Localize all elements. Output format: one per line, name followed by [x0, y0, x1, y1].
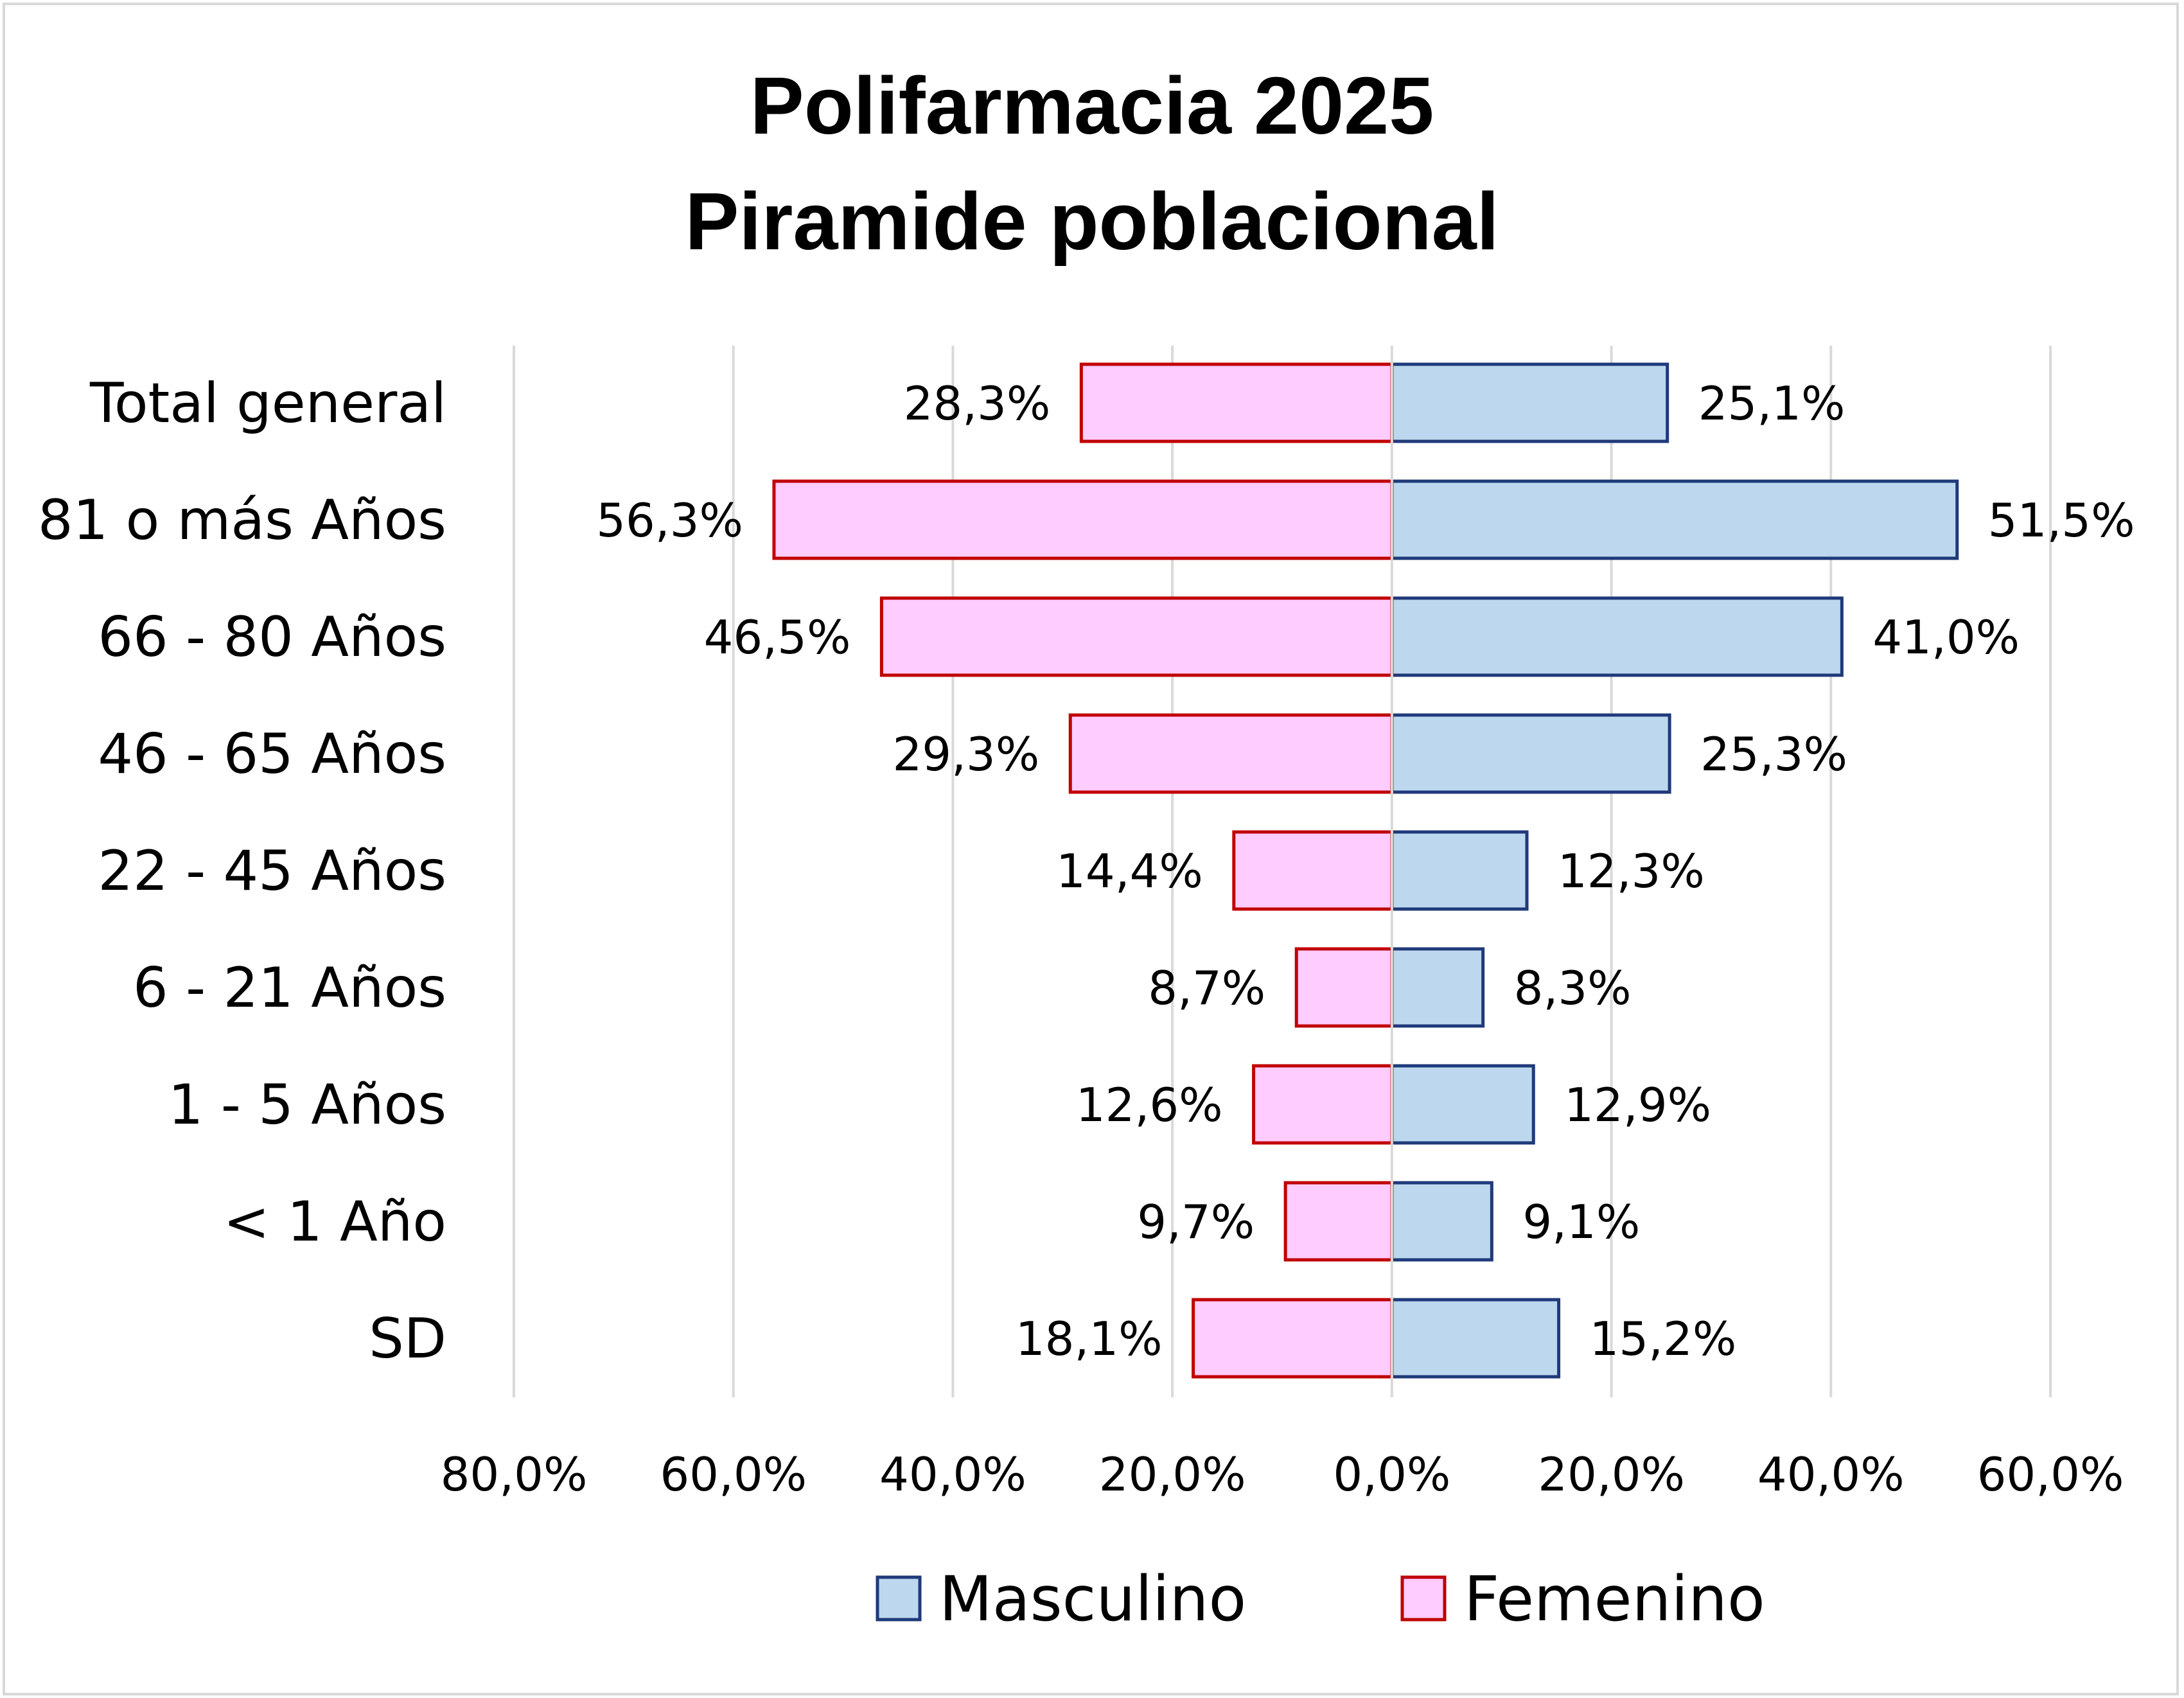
x-axis-tick-labels: 80,0% 60,0% 40,0% 20,0% 0,0% 20,0% 40,0% 60,0% — [441, 1447, 2124, 1501]
data-label-masculino-7: 9,1% — [1522, 1195, 1640, 1249]
chart-title: Polifarmacia 2025 Piramide poblacional — [685, 60, 1499, 267]
data-label-masculino-5: 8,3% — [1514, 961, 1632, 1015]
category-label-6: 1 - 5 Años — [168, 1073, 446, 1137]
bar-masculino-7 — [1390, 1181, 1493, 1262]
data-label-femenino-2: 46,5% — [704, 610, 851, 664]
x-tick-label-1: 60,0% — [660, 1447, 807, 1501]
data-label-femenino-0: 28,3% — [904, 376, 1051, 430]
bar-masculino-4 — [1390, 830, 1529, 911]
bar-femenino-5 — [1294, 947, 1394, 1028]
x-tick-label-4: 0,0% — [1333, 1447, 1450, 1501]
bar-femenino-3 — [1068, 713, 1394, 794]
category-label-1: 81 o más Años — [38, 488, 446, 553]
bar-femenino-8 — [1192, 1298, 1394, 1379]
bar-femenino-0 — [1079, 362, 1394, 443]
category-label-8: SD — [369, 1307, 446, 1371]
bar-femenino-1 — [772, 479, 1394, 560]
bar-masculino-5 — [1390, 947, 1485, 1028]
bars — [772, 362, 1959, 1379]
legend-swatch-masculino — [876, 1575, 922, 1622]
data-label-femenino-4: 14,4% — [1056, 844, 1203, 898]
data-label-masculino-6: 12,9% — [1564, 1078, 1711, 1132]
bar-masculino-6 — [1390, 1064, 1535, 1145]
bar-femenino-6 — [1252, 1064, 1394, 1145]
x-tick-label-3: 20,0% — [1099, 1447, 1246, 1501]
category-labels: Total general 81 o más Años 66 - 80 Años 46… — [38, 371, 446, 1371]
x-tick-label-0: 80,0% — [441, 1447, 588, 1501]
bar-femenino-2 — [879, 596, 1394, 677]
bar-masculino-1 — [1390, 479, 1959, 560]
data-label-masculino-2: 41,0% — [1872, 610, 2020, 664]
bar-masculino-2 — [1390, 596, 1844, 677]
legend-label-masculino: Masculino — [939, 1563, 1246, 1635]
x-tick-label-5: 20,0% — [1538, 1447, 1685, 1501]
bar-femenino-4 — [1232, 830, 1394, 911]
data-label-masculino-4: 12,3% — [1558, 844, 1705, 898]
category-label-3: 46 - 65 Años — [98, 722, 446, 786]
bar-masculino-8 — [1390, 1298, 1561, 1379]
bar-masculino-3 — [1390, 713, 1671, 794]
data-label-femenino-7: 9,7% — [1137, 1195, 1255, 1249]
category-label-5: 6 - 21 Años — [133, 956, 446, 1020]
category-label-0: Total general — [89, 371, 446, 436]
legend-swatch-femenino — [1400, 1575, 1447, 1622]
bar-masculino-0 — [1390, 362, 1669, 443]
bar-femenino-7 — [1283, 1181, 1394, 1262]
chart-title-line-2: Piramide poblacional — [685, 176, 1499, 267]
data-label-femenino-8: 18,1% — [1016, 1312, 1163, 1366]
data-label-femenino-5: 8,7% — [1148, 961, 1265, 1015]
category-label-2: 66 - 80 Años — [98, 605, 446, 669]
legend-label-femenino: Femenino — [1464, 1563, 1765, 1635]
legend: Masculino Femenino — [876, 1563, 1765, 1635]
category-label-4: 22 - 45 Años — [98, 839, 446, 903]
data-label-masculino-0: 25,1% — [1698, 376, 1845, 430]
chart-frame — [3, 3, 2179, 1695]
data-labels: 25,1% 51,5% 41,0% 25,3% 12,3% 8,3% 12,9% 9,1% 15… — [596, 376, 2135, 1366]
data-label-femenino-1: 56,3% — [596, 493, 743, 547]
data-label-femenino-6: 12,6% — [1076, 1078, 1223, 1132]
x-tick-label-6: 40,0% — [1757, 1447, 1905, 1501]
x-tick-label-2: 40,0% — [879, 1447, 1026, 1501]
data-label-masculino-3: 25,3% — [1700, 727, 1847, 781]
chart-title-line-1: Polifarmacia 2025 — [750, 60, 1434, 151]
x-tick-label-7: 60,0% — [1977, 1447, 2124, 1501]
data-label-masculino-1: 51,5% — [1988, 493, 2135, 547]
data-label-femenino-3: 29,3% — [893, 727, 1040, 781]
category-label-7: < 1 Año — [224, 1190, 446, 1254]
data-label-masculino-8: 15,2% — [1590, 1312, 1737, 1366]
